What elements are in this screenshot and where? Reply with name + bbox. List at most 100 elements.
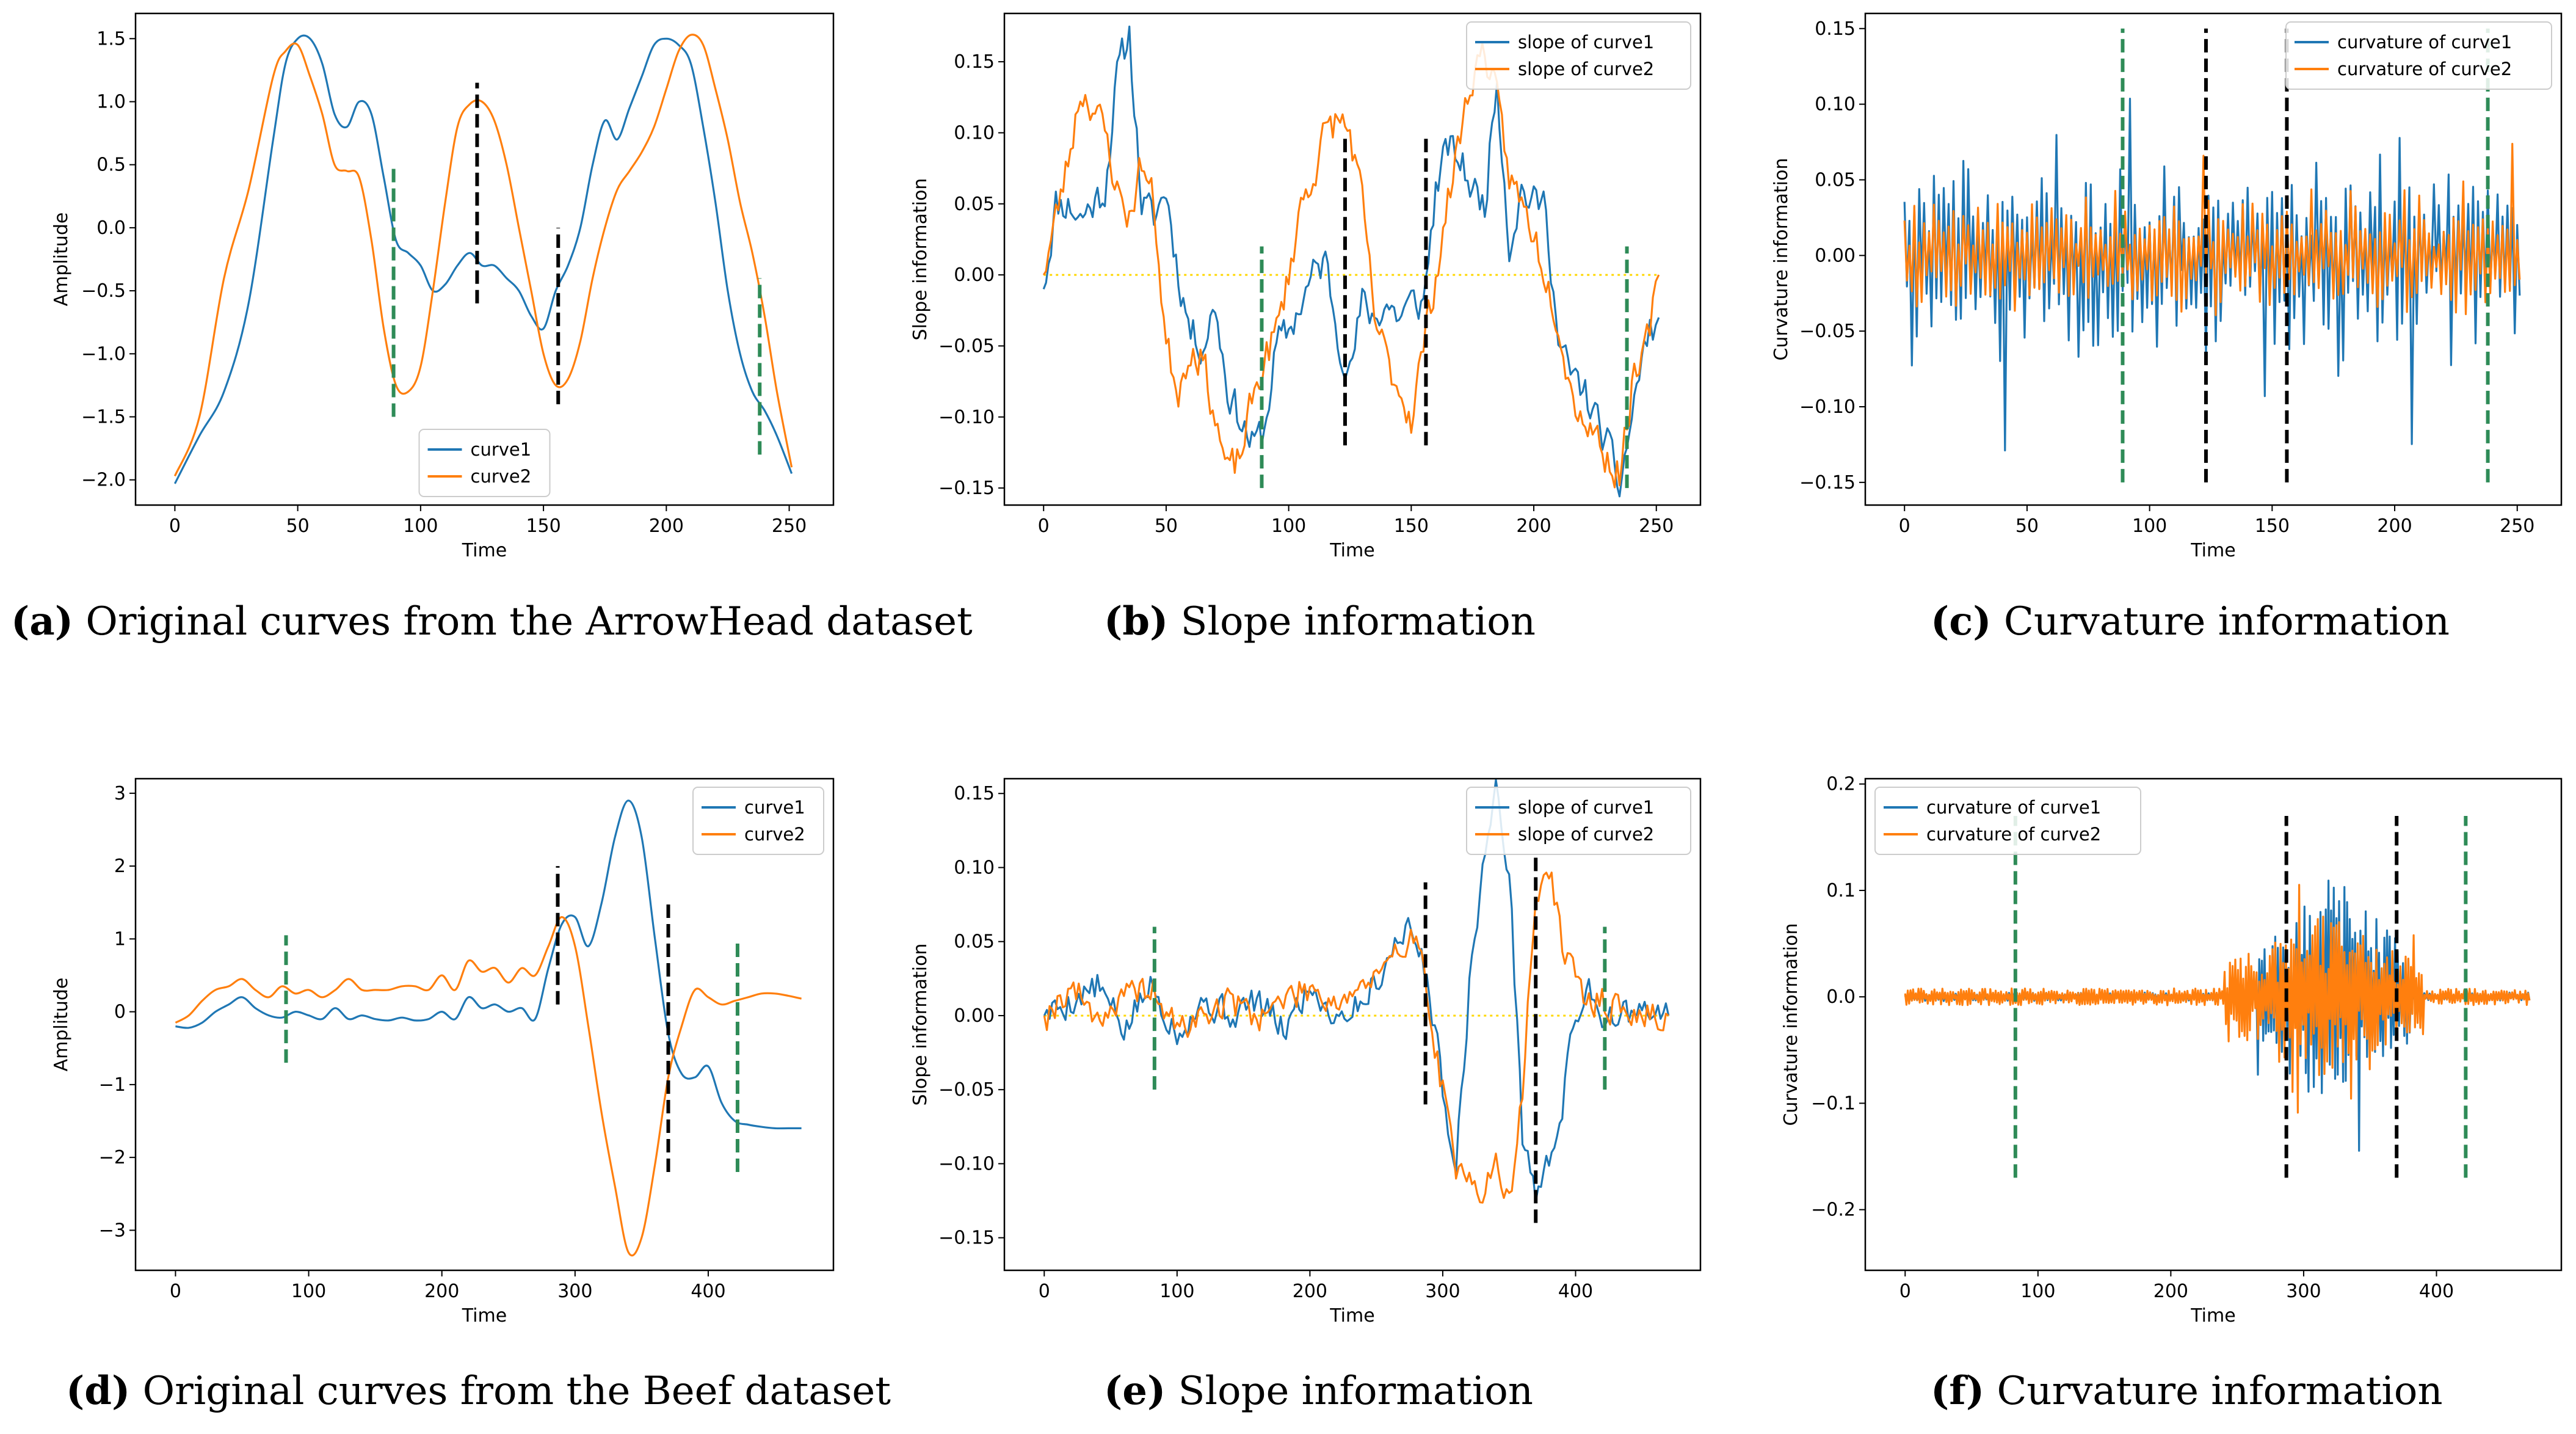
plot-area xyxy=(173,34,793,484)
series-2-line xyxy=(173,34,793,477)
legend-label: curve2 xyxy=(471,466,532,487)
caption-letter: (a) xyxy=(11,599,74,644)
legend: curvature of curve1 curvature of curve2 xyxy=(2285,21,2552,90)
y-tick-label: 0.05 xyxy=(954,194,995,215)
x-tick-label: 300 xyxy=(2286,1281,2321,1302)
x-tick-label: 300 xyxy=(557,1281,592,1302)
y-tick-label: 0.2 xyxy=(1826,774,1856,795)
y-tick-label: −0.05 xyxy=(938,1079,995,1101)
y-tick-label: 0.05 xyxy=(954,931,995,953)
legend-label: slope of curve1 xyxy=(1518,797,1654,818)
caption-text: Curvature information xyxy=(1984,1369,2443,1414)
x-axis-label: Time xyxy=(2190,1305,2235,1327)
y-axis-label: Slope information xyxy=(910,178,931,341)
y-tick-label: −0.10 xyxy=(1799,396,1856,418)
x-tick-label: 250 xyxy=(2500,515,2534,537)
x-tick-label: 200 xyxy=(1516,515,1551,537)
series-2-line xyxy=(1903,142,2521,316)
legend-box xyxy=(1874,787,2141,855)
x-tick-label: 100 xyxy=(1271,515,1306,537)
legend-label: curvature of curve2 xyxy=(2337,59,2512,79)
legend-label: curve2 xyxy=(744,824,805,845)
y-tick-label: 0.0 xyxy=(96,217,126,239)
y-tick-label: −0.15 xyxy=(1799,472,1856,493)
caption-letter: (f) xyxy=(1931,1368,1985,1414)
x-tick-label: 250 xyxy=(1639,515,1674,537)
series-2-line xyxy=(1042,42,1660,489)
x-tick-label: 200 xyxy=(424,1281,459,1302)
y-tick-label: 1.5 xyxy=(96,28,126,49)
y-tick-label: 1.0 xyxy=(96,91,126,112)
chart-c: 0 50 100 150 200 250 −0.15 −0.10 −0.05 0.00 0.05 0.… xyxy=(1771,12,2563,561)
series-1-line xyxy=(173,34,793,484)
caption-f: (f) Curvature information xyxy=(1931,1368,2443,1414)
legend: curve1 curve2 xyxy=(418,429,551,497)
y-tick-label: 0.10 xyxy=(1815,94,1856,115)
y-tick-label: 1 xyxy=(114,928,126,950)
legend-label: curvature of curve1 xyxy=(1926,797,2101,818)
x-tick-label: 0 xyxy=(1899,1281,1911,1302)
x-tick-label: 50 xyxy=(286,515,310,537)
y-tick-label: −3 xyxy=(99,1220,126,1241)
chart-f: 0 100 200 300 400 −0.2 −0.1 0.0 0.1 0.2 Time Curvat… xyxy=(1780,774,2563,1327)
x-tick-label: 100 xyxy=(2132,515,2167,537)
y-tick-label: 0.15 xyxy=(954,783,995,804)
y-tick-label: 0.00 xyxy=(954,264,995,286)
caption-c: (c) Curvature information xyxy=(1931,599,2450,644)
x-tick-label: 100 xyxy=(403,515,438,537)
legend-label: curve1 xyxy=(744,797,805,818)
y-tick-label: −0.10 xyxy=(938,407,995,428)
y-tick-label: −0.2 xyxy=(1811,1199,1856,1221)
y-tick-label: −0.15 xyxy=(938,478,995,499)
plot-frame xyxy=(134,12,835,506)
plot-frame xyxy=(134,777,835,1272)
x-tick-label: 0 xyxy=(1039,1281,1050,1302)
series-1-line xyxy=(1904,879,2531,1152)
x-axis-label: Time xyxy=(1329,540,1374,561)
legend: curvature of curve1 curvature of curve2 xyxy=(1874,787,2141,855)
plot-frame xyxy=(1003,12,1702,506)
caption-b: (b) Slope information xyxy=(1104,599,1536,644)
series-2-line xyxy=(1904,884,2531,1114)
caption-letter: (d) xyxy=(66,1368,131,1414)
x-tick-label: 200 xyxy=(2153,1281,2188,1302)
y-axis-label: Amplitude xyxy=(51,978,72,1072)
y-tick-label: −1 xyxy=(99,1074,126,1096)
y-axis-label: Curvature information xyxy=(1771,158,1792,360)
x-axis-label: Time xyxy=(2190,540,2235,561)
series-1-line xyxy=(175,799,802,1130)
y-axis-label: Slope information xyxy=(910,944,931,1106)
legend-box xyxy=(1466,21,1691,90)
y-tick-label: 0.0 xyxy=(1826,986,1856,1008)
y-tick-label: 0.15 xyxy=(954,51,995,73)
chart-e: 0 100 200 300 400 −0.15 −0.10 −0.05 0.00 0.05 0.10… xyxy=(910,777,1702,1327)
caption-d: (d) Original curves from the Beef datase… xyxy=(66,1368,891,1414)
caption-a: (a) Original curves from the ArrowHead d… xyxy=(11,599,973,644)
x-tick-label: 50 xyxy=(1155,515,1178,537)
x-tick-label: 400 xyxy=(691,1281,725,1302)
y-tick-label: 0.00 xyxy=(954,1005,995,1027)
x-tick-label: 0 xyxy=(1038,515,1050,537)
x-tick-label: 150 xyxy=(2255,515,2290,537)
y-tick-label: 0 xyxy=(114,1002,126,1023)
y-tick-label: 2 xyxy=(114,856,126,877)
y-tick-label: −2.0 xyxy=(81,470,126,491)
y-tick-label: 0.5 xyxy=(96,155,126,176)
caption-letter: (c) xyxy=(1931,599,1992,644)
x-tick-label: 0 xyxy=(1899,515,1910,537)
chart-d: 0 100 200 300 400 −3 −2 −1 0 1 2 3 Time Amplitude curv… xyxy=(51,777,835,1327)
y-axis-label: Curvature information xyxy=(1780,923,1802,1126)
legend: slope of curve1 slope of curve2 xyxy=(1466,21,1691,90)
x-axis-label: Time xyxy=(462,1305,507,1327)
x-tick-label: 100 xyxy=(2020,1281,2055,1302)
legend-label: slope of curve1 xyxy=(1518,32,1654,53)
y-tick-label: −0.10 xyxy=(938,1153,995,1174)
x-tick-label: 150 xyxy=(526,515,561,537)
legend-label: curve1 xyxy=(471,439,532,460)
legend-box xyxy=(692,787,824,855)
x-tick-label: 300 xyxy=(1425,1281,1460,1302)
x-tick-label: 0 xyxy=(169,515,181,537)
y-tick-label: −0.5 xyxy=(81,280,126,302)
x-tick-label: 100 xyxy=(1159,1281,1194,1302)
